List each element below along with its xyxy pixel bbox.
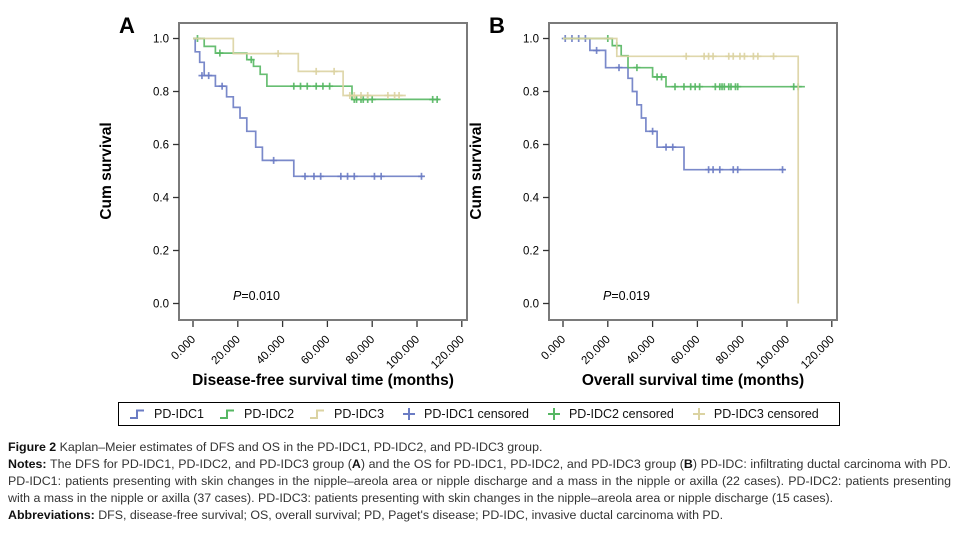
legend: PD-IDC1 PD-IDC2 PD-IDC3 PD-IDC1 censored PD-…: [118, 402, 840, 426]
y-tick-label: 0.0: [153, 299, 169, 311]
p-value: P=0.019: [603, 289, 650, 303]
legend-label: PD-IDC1: [154, 407, 205, 421]
x-tick-label: 60.000: [299, 334, 332, 367]
km-series-PD-IDC1: [563, 37, 785, 171]
plot-frame: [178, 22, 468, 321]
plus-censored-icon: [692, 408, 705, 420]
caption-notes: Notes: The DFS for PD-IDC1, PD-IDC2, and…: [8, 456, 951, 507]
legend-item-pd-idc1: PD-IDC1: [129, 407, 204, 421]
plus-censored-icon: [547, 408, 560, 420]
x-tick-label: 100.000: [384, 334, 422, 372]
km-series-PD-IDC3: [193, 37, 406, 97]
y-tick-label: 0.6: [153, 140, 169, 152]
y-tick-label: 0.4: [523, 193, 540, 205]
notes-panel-ref: A: [351, 457, 361, 471]
caption-abbreviations: Abbreviations: DFS, disease-free surviva…: [8, 507, 951, 524]
x-tick-label: 120.000: [429, 334, 467, 372]
legend-item-pd-idc2-censored: PD-IDC2 censored: [544, 407, 674, 421]
km-censors-PD-IDC1: [561, 35, 787, 174]
km-chart-os: 0.000 20.000 40.000 60.000 80.000 100.000 120.…: [468, 13, 838, 389]
y-tick-label: 0.4: [153, 193, 170, 205]
x-axis-title: Disease-free survival time (months): [192, 372, 454, 389]
plot-frame: [548, 22, 838, 321]
y-tick-label: 0.8: [523, 87, 539, 99]
km-series-PD-IDC3: [563, 37, 800, 304]
plus-censored-icon: [403, 408, 416, 420]
km-censors-PD-IDC2: [604, 35, 802, 91]
km-censors-PD-IDC3: [274, 50, 403, 99]
notes-text: ) PD-IDC: infiltrating ductal carcinoma …: [8, 457, 951, 505]
panel-letter: B: [489, 13, 505, 38]
x-tick-label: 40.000: [624, 334, 657, 367]
legend-label: PD-IDC3 censored: [713, 407, 819, 421]
y-tick-label: 1.0: [523, 34, 539, 46]
x-tick-label: 20.000: [580, 334, 613, 367]
km-censors-PD-IDC3: [682, 52, 778, 60]
km-censors-PD-IDC2: [193, 35, 441, 103]
x-tick-label: 20.000: [210, 334, 243, 367]
legend-item-pd-idc1-censored: PD-IDC1 censored: [399, 407, 529, 421]
panel-letter: A: [119, 13, 135, 38]
figure-caption: Figure 2 Kaplan–Meier estimates of DFS a…: [8, 439, 951, 524]
step-line-icon: [130, 409, 144, 419]
km-series-PD-IDC2: [563, 37, 805, 88]
figure-label: Figure 2: [8, 440, 57, 454]
legend-label: PD-IDC3: [334, 407, 385, 421]
x-tick-label: 40.000: [254, 334, 287, 367]
km-series-PD-IDC1: [193, 37, 424, 178]
km-chart-dfs: 0.000 20.000 40.000 60.000 80.000 100.000 120.…: [98, 13, 468, 389]
step-line-icon: [220, 409, 235, 419]
y-axis-title: Cum survival: [468, 122, 485, 219]
abbreviations-label: Abbreviations:: [8, 508, 95, 522]
y-tick-label: 0.8: [153, 87, 169, 99]
legend-label: PD-IDC2: [244, 407, 295, 421]
caption-title-line: Figure 2 Kaplan–Meier estimates of DFS a…: [8, 439, 951, 456]
x-tick-label: 80.000: [344, 334, 377, 367]
km-charts: 0.000 20.000 40.000 60.000 80.000 100.000 120.…: [98, 13, 838, 389]
y-tick-label: 1.0: [153, 34, 169, 46]
abbreviations-text: DFS, disease-free survival; OS, overall …: [94, 508, 724, 522]
p-value: P=0.010: [233, 289, 280, 303]
x-tick-label: 100.000: [754, 334, 792, 372]
y-tick-label: 0.6: [523, 140, 539, 152]
legend-label: PD-IDC1 censored: [424, 407, 529, 421]
x-tick-label: 80.000: [714, 334, 747, 367]
legend-label: PD-IDC2 censored: [568, 407, 674, 421]
step-line-icon: [310, 409, 325, 419]
notes-panel-ref: B: [683, 457, 693, 471]
legend-item-pd-idc3-censored: PD-IDC3 censored: [689, 407, 819, 421]
x-tick-label: 0.000: [169, 334, 198, 363]
notes-label: Notes:: [8, 457, 47, 471]
y-axis-title: Cum survival: [98, 122, 115, 219]
legend-item-pd-idc3: PD-IDC3: [309, 407, 384, 421]
x-tick-label: 120.000: [799, 334, 837, 372]
y-tick-label: 0.2: [523, 246, 539, 258]
figure-2-kaplan-meier: 0.000 20.000 40.000 60.000 80.000 100.000 120.…: [8, 13, 951, 524]
figure-title: Kaplan–Meier estimates of DFS and OS in …: [59, 440, 543, 454]
notes-text: ) and the OS for PD-IDC1, PD-IDC2, and P…: [360, 457, 684, 471]
notes-text: The DFS for PD-IDC1, PD-IDC2, and PD-IDC…: [46, 457, 352, 471]
x-axis-title: Overall survival time (months): [582, 372, 804, 389]
x-tick-label: 0.000: [539, 334, 568, 363]
y-tick-label: 0.0: [523, 299, 539, 311]
legend-item-pd-idc2: PD-IDC2: [219, 407, 294, 421]
x-tick-label: 60.000: [669, 334, 702, 367]
km-censors-PD-IDC1: [198, 72, 425, 180]
y-tick-label: 0.2: [153, 246, 169, 258]
